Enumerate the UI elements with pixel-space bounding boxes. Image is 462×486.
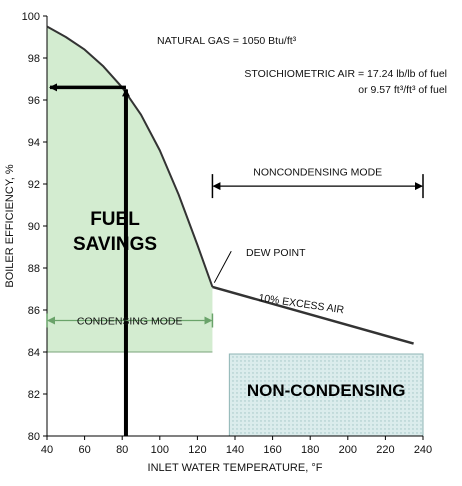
x-tick-label: 40 [41,444,53,456]
efficiency-curve-line [46,25,214,288]
stoichiometric-air-note: STOICHIOMETRIC AIR = 17.24 lb/lb of fuel [244,68,447,80]
ticks-layer: 40 60 80 100 120 140 160 180 200 220 240 80 82 84 86 88… [22,11,433,456]
stoichiometric-air-note-2: or 9.57 ft³/ft³ of fuel [358,84,447,96]
y-axis-title: BOILER EFFICIENCY, % [4,164,16,287]
y-tick-label: 96 [28,95,40,107]
fuel-savings-label-2: SAVINGS [73,234,157,255]
x-tick-label: 160 [263,444,281,456]
x-tick-label: 60 [78,444,90,456]
regions-layer [47,26,424,437]
noncondensing-mode-label: NONCONDENSING MODE [253,167,382,179]
x-tick-label: 200 [339,444,357,456]
x-tick-label: 80 [116,444,128,456]
x-tick-label: 220 [376,444,394,456]
arrows-layer [46,83,424,436]
non-condensing-region [228,353,424,437]
series-layer [46,25,414,345]
y-tick-label: 84 [28,347,40,359]
y-tick-label: 82 [28,389,40,401]
x-tick-label: 120 [188,444,206,456]
fuel-savings-label: FUEL [90,209,140,230]
fuel-savings-region [47,26,213,352]
excess-air-line [212,285,414,345]
y-tick-label: 88 [28,263,40,275]
x-tick-label: 140 [226,444,244,456]
y-tick-label: 92 [28,179,40,191]
dew-point-label: DEW POINT [246,247,306,259]
condensing-mode-label: CONDENSING MODE [77,316,183,328]
non-condensing-label: NON-CONDENSING [247,381,406,400]
y-tick-label: 80 [28,431,40,443]
x-tick-label: 240 [414,444,432,456]
x-tick-label: 180 [301,444,319,456]
dew-point-leader [213,250,232,283]
x-axis-title: INLET WATER TEMPERATURE, °F [148,462,323,474]
y-tick-label: 90 [28,221,40,233]
x-tick-label: 100 [151,444,169,456]
y-tick-label: 86 [28,305,40,317]
y-tick-label: 100 [22,11,40,23]
y-tick-label: 98 [28,53,40,65]
y-tick-label: 94 [28,137,40,149]
natural-gas-note: NATURAL GAS = 1050 Btu/ft³ [157,35,297,47]
